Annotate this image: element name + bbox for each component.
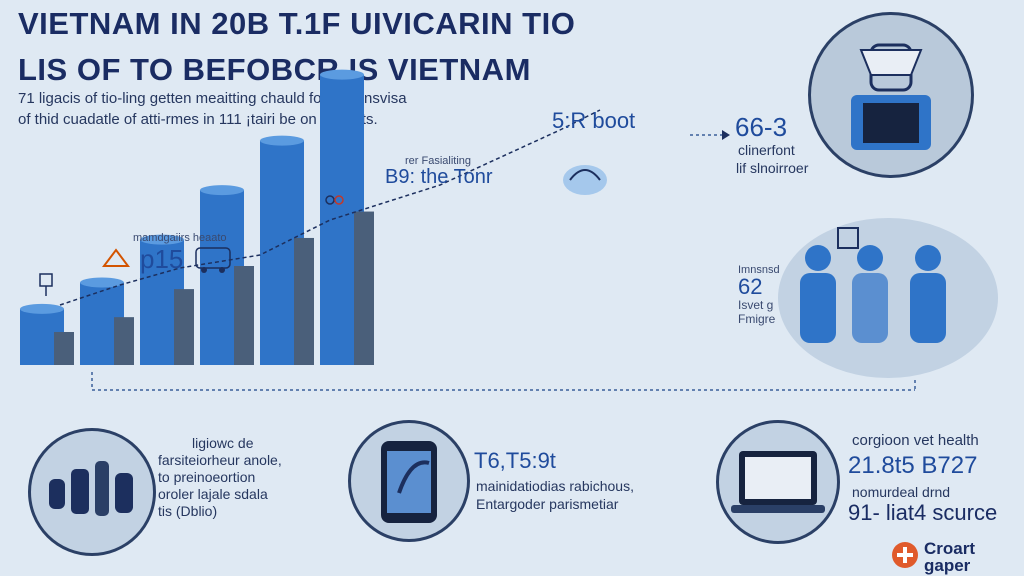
- bars-group: [20, 69, 374, 365]
- block1-line2: farsiteiorheur anole,: [158, 452, 282, 468]
- stat2-line2: Fmigre: [738, 312, 776, 326]
- bar: [354, 211, 374, 365]
- callout-left-small: mamdgaiirs heaato: [133, 232, 227, 244]
- tools-icon: [28, 428, 156, 556]
- bar: [294, 237, 314, 365]
- team-illustration: [778, 218, 998, 378]
- logo-text: Croart gaper: [924, 540, 975, 574]
- stat1-line1: clinerfont: [738, 142, 795, 158]
- bar: [114, 317, 134, 365]
- block2-line2: Entargoder parismetiar: [476, 496, 619, 512]
- subtitle-line-2: of thid cuadatle of atti-rmes in 111 ¡ta…: [18, 111, 378, 128]
- page-subtitle: 71 ligacis of tio-ling getten meaitting …: [18, 88, 407, 130]
- stat1-line2: lif slnoirroer: [736, 160, 809, 176]
- bar: [54, 332, 74, 365]
- tablet-icon: [348, 420, 470, 542]
- arrow-icon: [722, 130, 730, 140]
- logo-icon: [892, 542, 918, 568]
- bar: [234, 266, 254, 365]
- block3-value: 21.8t5 B727: [848, 452, 978, 479]
- callout-mid-small: rer Fasialiting: [405, 155, 472, 167]
- bar-top: [200, 185, 244, 196]
- block1-text: ligiowc de farsiteiorheur anole, to prei…: [158, 435, 282, 520]
- block1-line1: ligiowc de: [192, 435, 254, 451]
- block1-line5: tis (Dblio): [158, 503, 218, 519]
- stat1-value: 66-3: [735, 112, 788, 142]
- page-title: VIETNAM IN 20B T.1F UIVICARIN TIO LIS OF…: [18, 6, 575, 88]
- bar: [174, 289, 194, 365]
- block1-line4: oroler lajale sdala: [158, 486, 268, 502]
- bar-top: [140, 234, 184, 245]
- subtitle-line-1: 71 ligacis of tio-ling getten meaitting …: [18, 90, 407, 107]
- block1-line3: to preinoeortion: [158, 469, 256, 485]
- block3-line2: nomurdeal drnd: [852, 484, 951, 500]
- flag-icon: [39, 273, 53, 296]
- block2-value: T6,T5:9t: [474, 448, 556, 473]
- laptop-icon: [716, 420, 840, 544]
- kiosk-illustration: [808, 12, 974, 178]
- stat2-value: 62: [738, 274, 763, 299]
- trend-line: [59, 109, 601, 306]
- title-line-2: LIS OF TO BEFOBCR IS VIETNAM: [18, 52, 531, 87]
- bar-top: [260, 135, 304, 146]
- callout-mid: B9: the Tonr: [385, 166, 493, 188]
- bar-top: [320, 69, 364, 80]
- stat2-small: Imnsnsd: [738, 264, 780, 276]
- callout-top: 5:R boot: [552, 108, 636, 133]
- title-line-1: VIETNAM IN 20B T.1F UIVICARIN TIO: [18, 6, 576, 41]
- block3-value2: 91- liat4 scurce: [848, 500, 998, 525]
- logo-line1: Croart: [924, 539, 976, 558]
- logo-line2: gaper: [924, 556, 971, 575]
- bus-icon: [195, 247, 231, 273]
- callout-left: p15: [140, 244, 184, 274]
- headset-icon: [563, 165, 607, 195]
- bar-top: [80, 277, 124, 288]
- block2-line1: mainidatiodias rabichous,: [476, 478, 634, 494]
- people-small-icon: [325, 195, 344, 205]
- stat2-line1: Isvet g: [738, 298, 774, 312]
- hat-icon: [102, 248, 130, 267]
- block3-line1: corgioon vet health: [852, 432, 979, 449]
- bar-top: [20, 303, 64, 314]
